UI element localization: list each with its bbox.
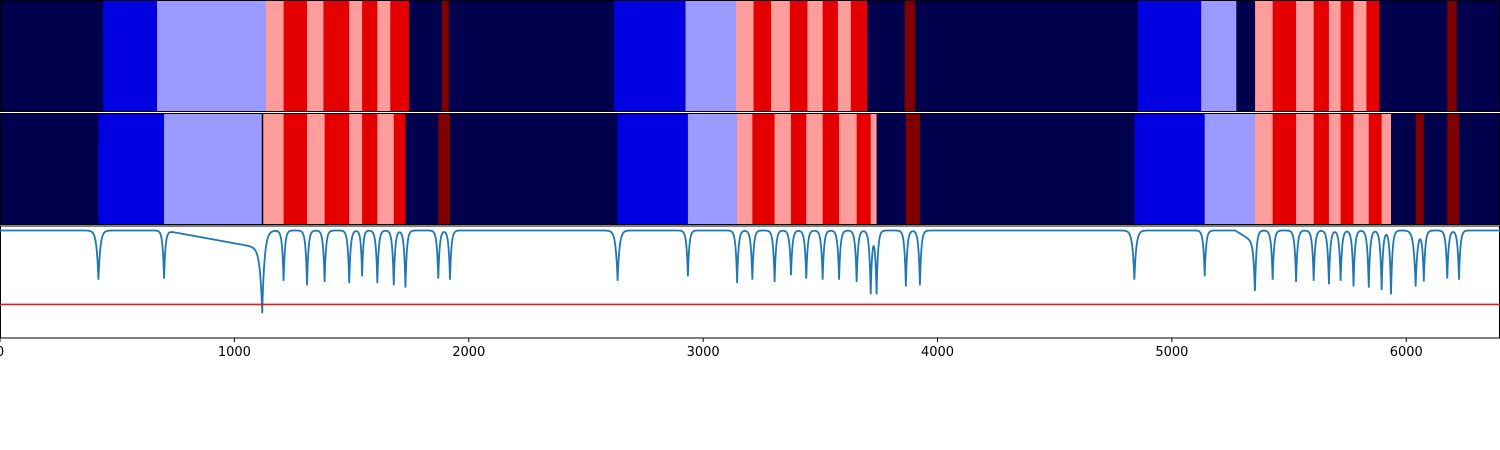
x-tick-label: 2000 bbox=[452, 345, 485, 360]
heatmap-cell bbox=[1328, 113, 1342, 225]
heatmap-cell bbox=[1458, 113, 1500, 225]
heatmap-cell bbox=[1447, 0, 1458, 112]
heatmap-cell bbox=[408, 0, 443, 112]
heatmap-cell bbox=[822, 113, 840, 225]
heatmap-cell bbox=[839, 113, 858, 225]
heatmap-cell bbox=[98, 113, 165, 225]
heatmap-cell bbox=[737, 113, 753, 225]
heatmap-cell bbox=[1137, 0, 1202, 112]
heatmap-cell bbox=[283, 0, 308, 112]
heatmap-cell bbox=[915, 0, 1139, 112]
heatmap-cell bbox=[789, 0, 808, 112]
heatmap-top bbox=[0, 0, 1500, 112]
heatmap-cell bbox=[1313, 113, 1330, 225]
heatmap-cell bbox=[687, 113, 738, 225]
heatmap-cell bbox=[856, 113, 872, 225]
heatmap-cell bbox=[307, 0, 324, 112]
heatmap-cell bbox=[1415, 113, 1425, 225]
score-line bbox=[0, 229, 1500, 314]
heatmap-cell bbox=[904, 0, 916, 112]
heatmap-cell bbox=[1379, 0, 1448, 112]
heatmap-cell bbox=[1340, 113, 1354, 225]
heatmap-cell bbox=[905, 113, 921, 225]
heatmap-cell bbox=[1236, 0, 1256, 112]
heatmap-cell bbox=[1313, 0, 1330, 112]
x-tick-label: 6000 bbox=[1390, 345, 1423, 360]
heatmap-cell bbox=[1447, 113, 1460, 225]
heatmap-cell bbox=[771, 0, 791, 112]
heatmap-cell bbox=[324, 113, 350, 225]
x-tick-label: 5000 bbox=[1155, 345, 1188, 360]
heatmap-cell bbox=[1368, 113, 1383, 225]
heatmap-cell bbox=[393, 113, 406, 225]
heatmap-cell bbox=[377, 0, 391, 112]
heatmap-cell bbox=[1272, 113, 1297, 225]
heatmap-cell bbox=[867, 0, 906, 112]
heatmap-cell bbox=[837, 0, 852, 112]
heatmap-cell bbox=[1296, 0, 1315, 112]
heatmap-cell bbox=[390, 0, 410, 112]
x-tick-label: 4000 bbox=[921, 345, 954, 360]
x-tick-label: 3000 bbox=[687, 345, 720, 360]
heatmap-cell bbox=[822, 0, 839, 112]
heatmap-cell bbox=[752, 113, 776, 225]
heatmap-cell bbox=[1381, 113, 1392, 225]
heatmap-cell bbox=[614, 0, 686, 112]
heatmap-cell bbox=[362, 113, 378, 225]
heatmap-bottom bbox=[0, 112, 1500, 225]
heatmap-cell bbox=[1328, 0, 1342, 112]
heatmap-cell bbox=[1391, 113, 1417, 225]
heatmap-cell bbox=[870, 113, 877, 225]
x-axis: 0 1000 2000 3000 4000 5000 6000 bbox=[0, 338, 1423, 360]
heatmap-cell bbox=[617, 113, 689, 225]
heatmap-cell bbox=[753, 0, 772, 112]
heatmap-cell bbox=[919, 113, 1135, 225]
heatmap-cell bbox=[450, 113, 618, 225]
heatmap-cell bbox=[1204, 113, 1256, 225]
heatmap-cell bbox=[685, 0, 737, 112]
heatmap-cell bbox=[1353, 0, 1367, 112]
heatmap-cell bbox=[1201, 0, 1237, 112]
line-panel bbox=[0, 225, 1500, 339]
heatmap-cell bbox=[791, 113, 807, 225]
heatmap-cell bbox=[349, 113, 363, 225]
heatmap-cell bbox=[0, 113, 99, 225]
heatmap-cell bbox=[1456, 0, 1500, 112]
heatmap-cell bbox=[876, 113, 907, 225]
heatmap-cell bbox=[1255, 0, 1274, 112]
heatmap-cell bbox=[774, 113, 792, 225]
heatmap-cell bbox=[1366, 0, 1380, 112]
heatmap-cell bbox=[1423, 113, 1448, 225]
heatmap-cell bbox=[850, 0, 868, 112]
heatmap-cell bbox=[362, 0, 378, 112]
heatmap-cell bbox=[0, 0, 104, 112]
heatmap-cell bbox=[1255, 113, 1274, 225]
x-tick-label: 1000 bbox=[218, 345, 251, 360]
heatmap-cell bbox=[283, 113, 308, 225]
x-tick-label: 0 bbox=[0, 345, 4, 360]
heatmap-cell bbox=[164, 113, 263, 225]
heatmap-cell bbox=[405, 113, 439, 225]
heatmap-cell bbox=[307, 113, 326, 225]
heatmap-cell bbox=[735, 0, 754, 112]
heatmap-cell bbox=[448, 0, 615, 112]
heatmap-cell bbox=[1340, 0, 1354, 112]
heatmap-cell bbox=[157, 0, 267, 112]
heatmap-cell bbox=[1296, 113, 1315, 225]
heatmap-cell bbox=[1272, 0, 1297, 112]
heatmap-cell bbox=[807, 0, 824, 112]
heatmap-cell bbox=[438, 113, 451, 225]
heatmap-cell bbox=[377, 113, 395, 225]
heatmap-cell bbox=[1134, 113, 1206, 225]
heatmap-cell bbox=[806, 113, 824, 225]
heatmap-cell bbox=[441, 0, 450, 112]
heatmap-cell bbox=[323, 0, 350, 112]
heatmap-cell bbox=[262, 113, 284, 225]
heatmap-cell bbox=[266, 0, 284, 112]
heatmap-cell bbox=[349, 0, 363, 112]
heatmap-cell bbox=[1353, 113, 1370, 225]
heatmap-cell bbox=[103, 0, 158, 112]
